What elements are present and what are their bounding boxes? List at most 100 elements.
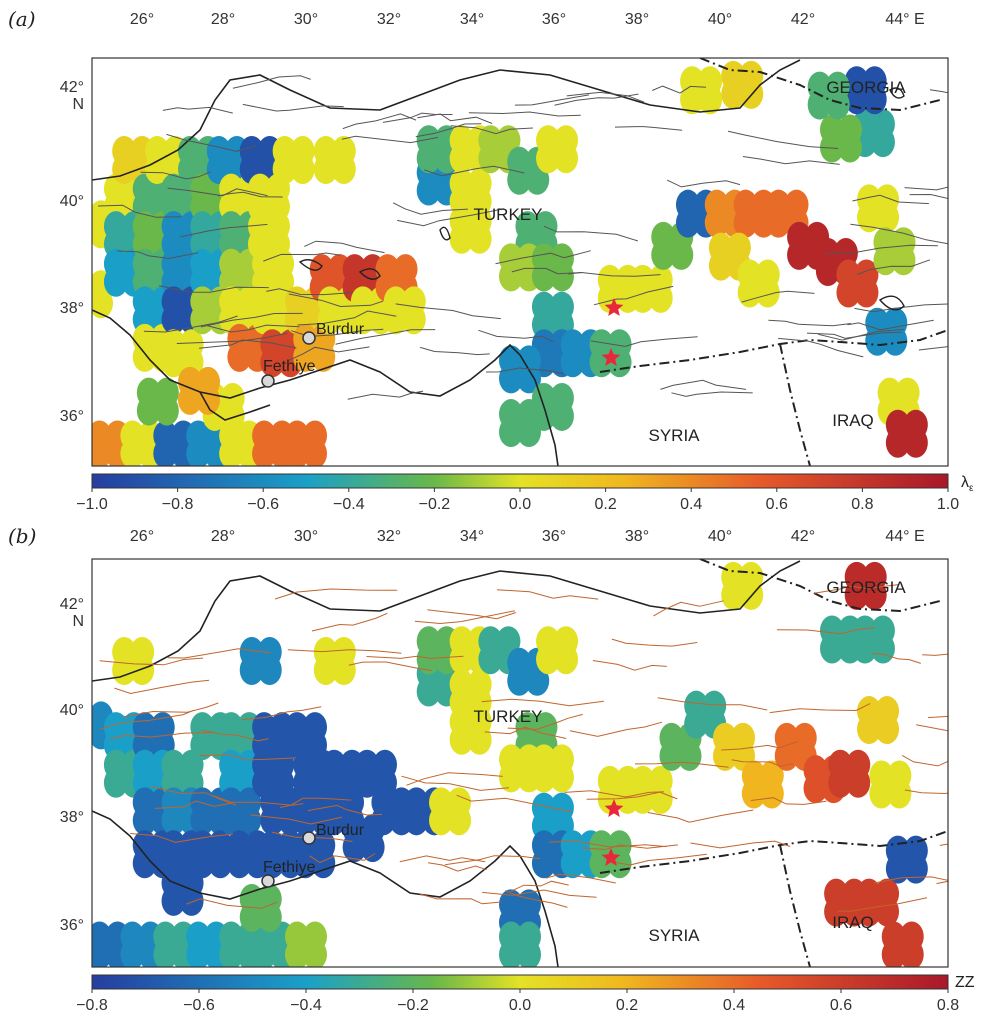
strain-cell: [161, 805, 186, 836]
lon-tick-labels: 26° 28° 30° 32° 34° 36° 38° 40° 42° 44° …: [130, 11, 925, 28]
strain-cell: [517, 363, 541, 394]
fault-trace: [335, 329, 436, 345]
strain-cell: [820, 633, 844, 664]
strain-cell: [741, 778, 766, 809]
strain-cell: [196, 384, 220, 415]
lat-tick: 42°: [60, 596, 84, 613]
strain-cell: [219, 939, 244, 967]
city-label-fethiye: Fethiye: [263, 859, 316, 876]
lat-tick: 40°: [60, 193, 84, 210]
fault-trace: [904, 186, 948, 191]
strain-cell: [354, 767, 379, 798]
fault-trace: [232, 75, 311, 89]
fault-trace: [806, 331, 902, 339]
strain-cell: [630, 282, 655, 313]
strain-cell: [721, 579, 746, 610]
fault-trace: [854, 303, 948, 313]
fault-trace: [721, 741, 799, 751]
strain-cell: [285, 939, 309, 967]
strain-cell: [449, 143, 474, 174]
fault-trace: [279, 797, 352, 808]
strain-cell: [507, 665, 532, 696]
lon-tick: 42°: [791, 528, 815, 545]
fault-trace: [166, 133, 258, 152]
lon-tick: 32°: [377, 528, 401, 545]
fault-trace: [666, 179, 741, 188]
fault-trace: [366, 655, 464, 659]
colorbar-tick-label: −0.2: [397, 997, 429, 1014]
panel-b: (b) 26° 28° 30° 32° 34° 36° 38° 40° 42° …: [8, 524, 975, 1014]
strain-cell: [260, 848, 285, 879]
strain-cell: [499, 261, 523, 292]
city-markers: Burdur Fethiye: [261, 822, 365, 888]
strain-cell: [92, 288, 113, 319]
strain-cell: [186, 939, 211, 967]
fault-trace: [266, 288, 354, 296]
star-icon: [604, 799, 624, 817]
fault-trace: [671, 391, 753, 397]
fault-trace: [690, 840, 791, 849]
lat-suffix: N: [72, 613, 84, 630]
fault-trace: [569, 721, 663, 737]
burdur-marker: [302, 331, 316, 345]
fault-trace: [424, 165, 525, 177]
fault-trace: [727, 130, 839, 149]
fault-trace: [159, 285, 269, 293]
lon-tick: 40°: [708, 528, 732, 545]
lat-tick: 36°: [60, 408, 84, 425]
country-label-turkey: TURKEY: [474, 707, 543, 726]
strain-cell: [536, 644, 561, 675]
strain-cell: [787, 239, 812, 270]
strain-cell: [467, 724, 492, 755]
fault-trace: [514, 94, 590, 106]
fault-trace: [939, 843, 948, 846]
strain-cell: [675, 207, 700, 238]
fault-trace: [741, 290, 815, 303]
fault-trace: [592, 660, 667, 671]
strain-cell: [737, 277, 762, 308]
country-label-turkey: TURKEY: [474, 205, 543, 224]
fault-trace: [566, 91, 645, 103]
fault-trace: [904, 789, 948, 795]
lon-tick: 44° E: [885, 528, 924, 545]
strain-cell: [852, 633, 877, 664]
fault-trace: [123, 702, 219, 718]
fault-trace: [647, 809, 754, 823]
fault-trace: [311, 612, 388, 632]
fault-trace: [250, 814, 343, 825]
strain-cell: [416, 143, 441, 174]
city-markers: Burdur Fethiye: [261, 321, 365, 388]
fault-trace: [341, 135, 439, 144]
colorbar-tick-label: −0.6: [247, 496, 279, 513]
fault-trace: [288, 346, 370, 361]
lat-tick: 36°: [60, 917, 84, 934]
strain-cell: [885, 853, 910, 884]
strain-cell: [704, 207, 729, 238]
fault-trace: [450, 125, 533, 135]
strain-cell: [875, 202, 900, 233]
strain-cell: [733, 207, 758, 238]
fault-trace: [212, 795, 304, 806]
strain-cell: [285, 438, 309, 466]
strain-cell: [854, 277, 879, 308]
strain-cell: [130, 655, 155, 685]
fault-lines: [97, 75, 948, 400]
strain-cell: [153, 939, 178, 967]
fault-trace: [478, 329, 554, 343]
fault-trace: [590, 336, 698, 347]
strain-cell: [103, 767, 128, 798]
strain-cell: [317, 304, 342, 335]
panel-a: (a) 26° 28° 30° 32° 34° 36° 38° 40° 42° …: [8, 7, 974, 513]
strain-cell: [342, 832, 367, 863]
strain-cell: [869, 778, 894, 809]
fault-trace: [114, 679, 210, 695]
fault-trace: [392, 202, 468, 215]
panel-label: (a): [8, 7, 36, 31]
strain-cell: [136, 395, 161, 426]
country-label-syria: SYRIA: [648, 926, 700, 945]
fault-trace: [419, 893, 502, 905]
strain-cell: [371, 805, 396, 836]
strain-cell: [120, 939, 145, 967]
fault-trace: [871, 652, 921, 664]
colorbar-tick-label: −1.0: [76, 496, 108, 513]
